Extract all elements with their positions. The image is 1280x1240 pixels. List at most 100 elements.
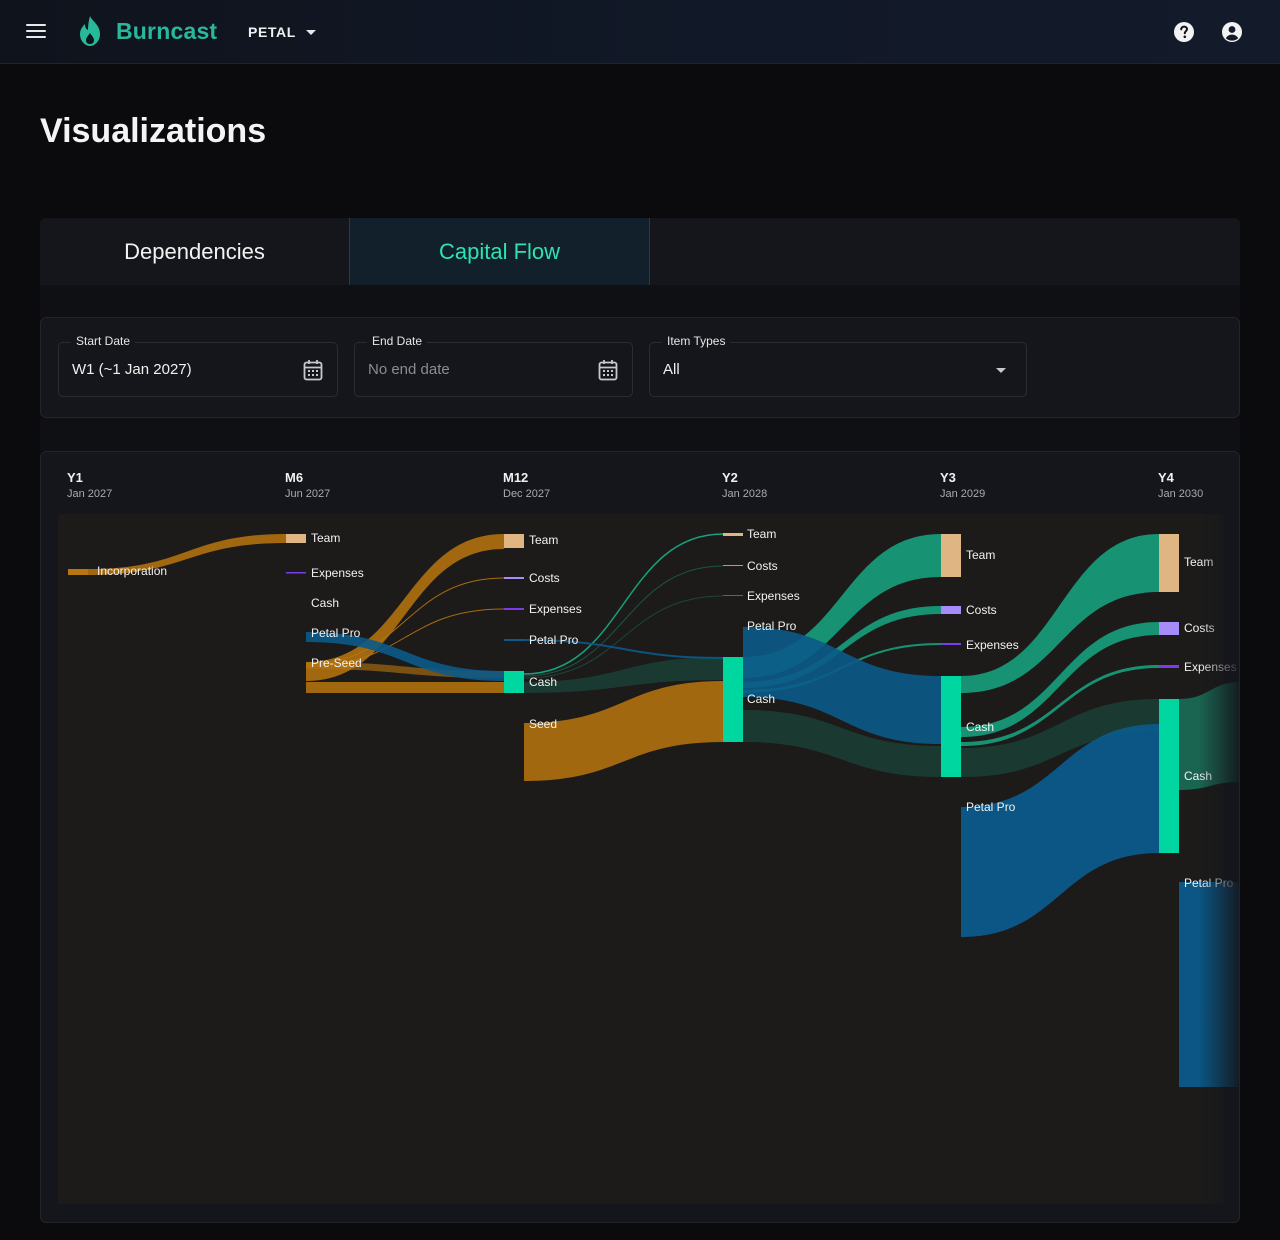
flow-cash-to-team-y3[interactable] bbox=[743, 534, 941, 678]
node-y2-expenses[interactable] bbox=[723, 595, 743, 596]
node-label-y2-team: Team bbox=[747, 527, 776, 541]
flow-cash-carry-y3[interactable] bbox=[743, 710, 941, 777]
node-label-y4-costs: Costs bbox=[1184, 621, 1215, 635]
project-name: PETAL bbox=[248, 24, 296, 40]
column-header-y3: Y3 Jan 2029 bbox=[940, 470, 985, 500]
flow-preseed-to-costs[interactable] bbox=[305, 577, 505, 665]
column-date: Dec 2027 bbox=[503, 488, 551, 500]
tab-bar: Dependencies Capital Flow bbox=[40, 218, 1240, 285]
node-label-m6-team: Team bbox=[311, 531, 340, 545]
column-date: Jan 2027 bbox=[67, 488, 113, 500]
filters-panel: Start Date W1 (~1 Jan 2027) End Date No … bbox=[40, 317, 1240, 418]
end-date-placeholder: No end date bbox=[368, 361, 450, 378]
column-header-m12: M12 Dec 2027 bbox=[503, 470, 550, 500]
node-label-y3-petalpro: Petal Pro bbox=[966, 800, 1016, 814]
app-bar: Burncast PETAL bbox=[0, 0, 1280, 64]
flow-preseed-to-team[interactable] bbox=[306, 534, 504, 681]
node-y2-cash[interactable] bbox=[723, 657, 743, 742]
tab-capital-flow[interactable]: Capital Flow bbox=[349, 218, 650, 285]
end-date-field[interactable]: End Date No end date bbox=[354, 334, 633, 397]
node-y2-costs[interactable] bbox=[723, 565, 743, 566]
node-m12-expenses[interactable] bbox=[504, 608, 524, 610]
node-label-m6-expenses: Expenses bbox=[311, 566, 364, 580]
flow-cash-to-expenses-y4[interactable] bbox=[961, 665, 1159, 746]
node-label-y2-petalpro: Petal Pro bbox=[747, 619, 797, 633]
column-header-y1: Y1 Jan 2027 bbox=[67, 470, 112, 500]
item-types-select[interactable]: Item Types All bbox=[649, 334, 1027, 397]
chevron-down-icon bbox=[305, 29, 316, 35]
project-selector[interactable]: PETAL bbox=[248, 24, 316, 40]
node-label-y2-costs: Costs bbox=[747, 559, 778, 573]
tab-divider bbox=[40, 285, 1240, 317]
flow-cash-to-costs-y3[interactable] bbox=[743, 606, 941, 688]
flow-incorporation-to-team[interactable] bbox=[88, 534, 286, 575]
column-date: Jan 2030 bbox=[1158, 488, 1204, 500]
flow-petalpro-to-cash-y4[interactable] bbox=[961, 724, 1159, 937]
node-y4-costs[interactable] bbox=[1159, 622, 1179, 635]
node-y3-costs[interactable] bbox=[941, 606, 961, 614]
column-title: M6 bbox=[285, 470, 304, 485]
node-m12-petalpro[interactable] bbox=[504, 639, 524, 641]
flow-cash-to-team-y4[interactable] bbox=[961, 534, 1159, 693]
node-y4-team[interactable] bbox=[1159, 534, 1179, 592]
column-date: Jan 2029 bbox=[940, 488, 986, 500]
flow-cash-carry-y4[interactable] bbox=[961, 699, 1159, 777]
chevron-down-icon[interactable] bbox=[996, 368, 1006, 373]
flow-petalpro-to-cash[interactable] bbox=[306, 632, 504, 681]
node-label-y3-team: Team bbox=[966, 548, 995, 562]
node-label-m6-cash: Cash bbox=[311, 596, 339, 610]
flow-cash-to-costs-y4[interactable] bbox=[961, 622, 1159, 737]
node-label-m12-expenses: Expenses bbox=[529, 602, 582, 616]
section-divider bbox=[40, 418, 1240, 451]
node-y3-cash[interactable] bbox=[941, 676, 961, 777]
column-title: Y4 bbox=[1158, 470, 1174, 485]
node-label-m12-cash: Cash bbox=[529, 675, 557, 689]
node-label-y3-cash: Cash bbox=[966, 720, 994, 734]
item-types-label: Item Types bbox=[662, 334, 731, 348]
calendar-icon[interactable] bbox=[598, 359, 618, 381]
flow-cash-to-costs[interactable] bbox=[523, 565, 724, 677]
help-icon[interactable] bbox=[1172, 20, 1196, 44]
flow-cash-to-expenses[interactable] bbox=[523, 595, 724, 679]
item-types-value: All bbox=[663, 361, 680, 378]
node-m12-costs[interactable] bbox=[504, 577, 524, 579]
menu-icon[interactable] bbox=[26, 24, 46, 40]
node-label-y2-expenses: Expenses bbox=[747, 589, 800, 603]
flow-preseed-to-cash[interactable] bbox=[306, 682, 504, 693]
end-date-label: End Date bbox=[367, 334, 428, 348]
start-date-field[interactable]: Start Date W1 (~1 Jan 2027) bbox=[58, 334, 338, 397]
flame-logo-icon bbox=[80, 16, 100, 46]
node-label-y4-expenses: Expenses bbox=[1184, 660, 1237, 674]
sankey-diagram: Incorporation Team Expenses Cash Petal Pro Pr… bbox=[58, 514, 1240, 1204]
node-m12-cash[interactable] bbox=[504, 671, 524, 693]
node-m6-team[interactable] bbox=[286, 534, 306, 543]
node-label-m12-petalpro: Petal Pro bbox=[529, 633, 579, 647]
account-icon[interactable] bbox=[1220, 20, 1244, 44]
flow-cash-to-team[interactable] bbox=[523, 533, 724, 675]
column-date: Jan 2028 bbox=[722, 488, 768, 500]
node-y4-cash[interactable] bbox=[1159, 699, 1179, 853]
node-label-m12-seed: Seed bbox=[529, 717, 557, 731]
flow-seed-to-cash[interactable] bbox=[524, 681, 723, 781]
flow-petalpro-to-cash-y2[interactable] bbox=[524, 639, 723, 659]
node-y1-incorporation[interactable] bbox=[68, 569, 88, 575]
column-header-y4: Y4 Jan 2030 bbox=[1158, 470, 1203, 500]
flow-cash-carry[interactable] bbox=[524, 657, 723, 693]
flow-petalpro-to-cash-y3[interactable] bbox=[743, 627, 941, 744]
column-title: Y3 bbox=[940, 470, 956, 485]
node-label-y3-expenses: Expenses bbox=[966, 638, 1019, 652]
node-label-m12-team: Team bbox=[529, 533, 558, 547]
flow-petalpro-beyond-y4[interactable] bbox=[1179, 882, 1240, 1087]
node-m6-expenses[interactable] bbox=[286, 572, 306, 573]
node-y3-team[interactable] bbox=[941, 534, 961, 577]
brand-name[interactable]: Burncast bbox=[116, 18, 218, 44]
node-label-y2-cash: Cash bbox=[747, 692, 775, 706]
node-m12-team[interactable] bbox=[504, 534, 524, 548]
page-title: Visualizations bbox=[40, 112, 267, 150]
column-title: Y2 bbox=[722, 470, 738, 485]
node-y2-team[interactable] bbox=[723, 533, 743, 536]
node-y3-expenses[interactable] bbox=[941, 643, 961, 645]
calendar-icon[interactable] bbox=[303, 359, 323, 381]
tab-dependencies[interactable]: Dependencies bbox=[124, 238, 265, 264]
node-y4-expenses[interactable] bbox=[1159, 665, 1179, 668]
